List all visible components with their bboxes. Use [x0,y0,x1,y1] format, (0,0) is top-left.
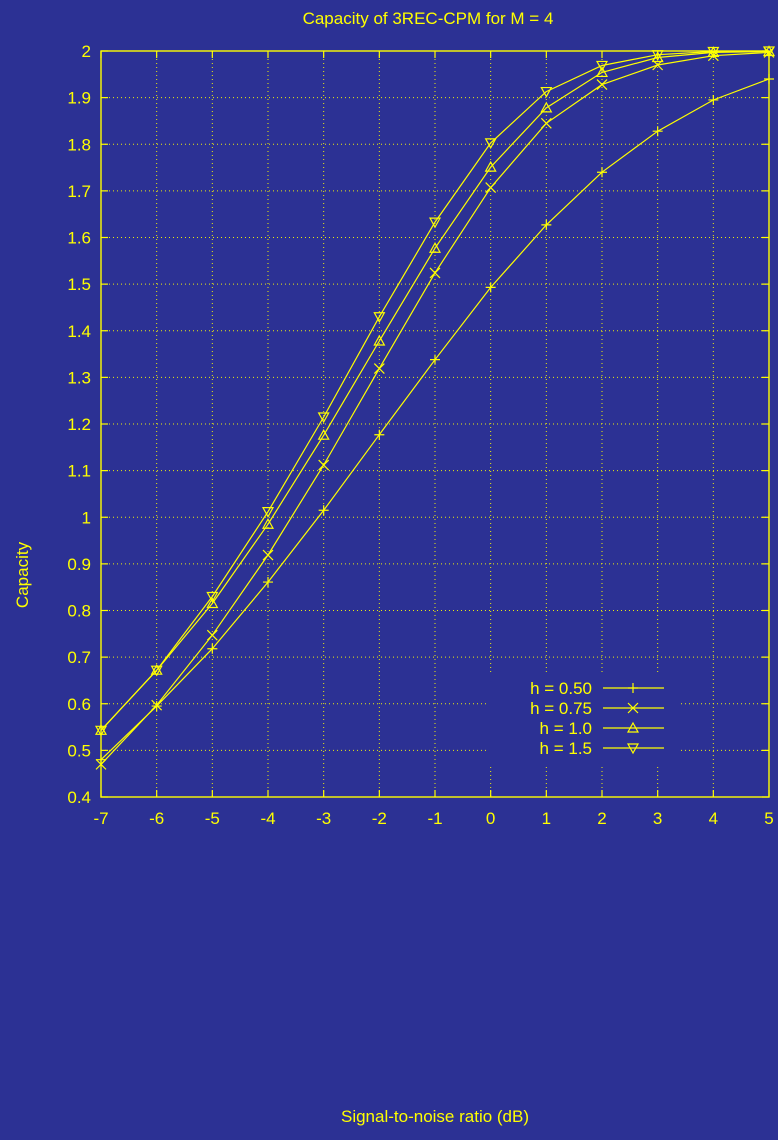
legend-marker-plus [628,683,638,693]
plot-frame [100,50,770,798]
data-point-plus [151,701,162,712]
data-point-cross [596,79,608,90]
y-axis-label: Capacity [13,541,32,608]
data-point-triangle-down [261,507,275,518]
data-point-triangle-down [150,665,163,677]
data-point-plus [541,219,552,230]
y-tick-label: 1.7 [67,182,91,201]
legend-label: h = 1.0 [540,719,592,738]
data-point-triangle-down [484,138,497,150]
legend-label: h = 0.75 [530,699,592,718]
x-axis-ticks: -7 -6 -5 -4 -3 -2 -1 0 1 2 3 4 5 [93,51,774,828]
series-line [100,50,770,731]
data-point-cross [206,629,218,641]
data-point-cross [429,267,441,279]
y-axis-ticks: 0.4 0.5 0.6 0.7 0.8 0.9 1 1.1 1.2 1.3 1.4 1.5 1.6 1.7… [67,42,769,807]
x-tick-label: 5 [764,809,773,828]
data-point-triangle-down [540,86,553,98]
data-point-triangle-up [373,334,386,346]
data-point-triangle-up [317,428,330,440]
data-point-triangle-down [317,412,330,424]
y-tick-label: 1.5 [67,275,91,294]
y-tick-label: 1 [82,508,91,527]
legend-box [488,674,678,766]
data-point-plus [485,282,496,293]
data-point-triangle-down [707,46,720,58]
data-point-plus [374,429,385,440]
y-tick-label: 0.8 [67,602,91,621]
y-tick-label: 0.6 [67,695,91,714]
x-tick-label: 2 [597,809,606,828]
chart-title: Capacity of 3REC-CPM for M = 4 [303,9,554,28]
data-point-triangle-down [762,46,776,58]
y-tick-label: 0.7 [67,648,91,667]
y-tick-label: 0.9 [67,555,91,574]
data-point-cross [95,758,107,770]
y-tick-label: 1.6 [67,229,91,248]
x-tick-label: -2 [372,809,387,828]
data-point-triangle-up [540,101,553,113]
x-tick-label: -1 [427,809,442,828]
series-line [100,50,770,731]
legend-marker-triangle-down [626,743,640,755]
data-point-cross [318,459,330,471]
data-point-cross [485,182,497,194]
x-axis-label: Signal-to-noise ratio (dB) [341,1107,529,1126]
x-tick-label: 3 [653,809,662,828]
data-point-triangle-down [373,312,386,323]
y-tick-label: 1.4 [67,322,91,341]
data-point-plus [318,505,329,516]
data-point-cross [373,363,385,374]
y-tick-label: 0.5 [67,741,91,760]
x-tick-label: 4 [709,809,718,828]
legend: h = 0.50h = 0.75h = 1.0h = 1.5 [488,674,678,766]
data-point-triangle-up [651,51,664,63]
x-tick-label: -6 [149,809,164,828]
data-point-plus [652,126,663,137]
x-tick-label: -5 [205,809,220,828]
data-point-triangle-down [428,217,442,229]
data-point-triangle-up [595,66,609,78]
data-point-triangle-up [428,241,442,253]
data-point-plus [207,643,218,654]
data-point-plus [708,94,719,105]
y-tick-label: 1.1 [67,462,91,481]
data-point-cross [540,117,552,129]
data-point-plus [430,354,440,365]
y-tick-label: 1.8 [67,135,91,154]
x-tick-label: -7 [93,809,108,828]
legend-label: h = 0.50 [530,679,592,698]
data-point-triangle-down [595,60,609,72]
data-point-cross [151,699,163,711]
data-point-plus [764,73,774,84]
y-tick-label: 1.3 [67,368,91,387]
x-tick-label: -4 [260,809,275,828]
y-tick-label: 0.4 [67,788,91,807]
series-1 [96,73,774,765]
series-4 [94,46,776,737]
grid-lines [101,51,769,797]
legend-label: h = 1.5 [540,739,592,758]
data-point-triangle-up [261,518,275,529]
y-tick-label: 2 [82,42,91,61]
data-point-triangle-down [94,725,108,737]
y-tick-label: 1.9 [67,89,91,108]
data-point-plus [597,167,607,178]
data-point-triangle-down [651,50,664,61]
data-point-triangle-down [206,591,219,603]
data-point-cross [262,549,274,561]
data-point-plus [263,577,273,588]
x-tick-label: -3 [316,809,331,828]
legend-marker-triangle-up [626,721,640,733]
data-point-triangle-up [206,597,219,609]
legend-marker-cross [627,702,639,714]
x-tick-label: 0 [486,809,495,828]
x-tick-label: 1 [542,809,551,828]
data-point-triangle-up [484,160,497,172]
data-point-plus [96,754,106,765]
y-tick-label: 1.2 [67,415,91,434]
series-layer [94,45,776,770]
